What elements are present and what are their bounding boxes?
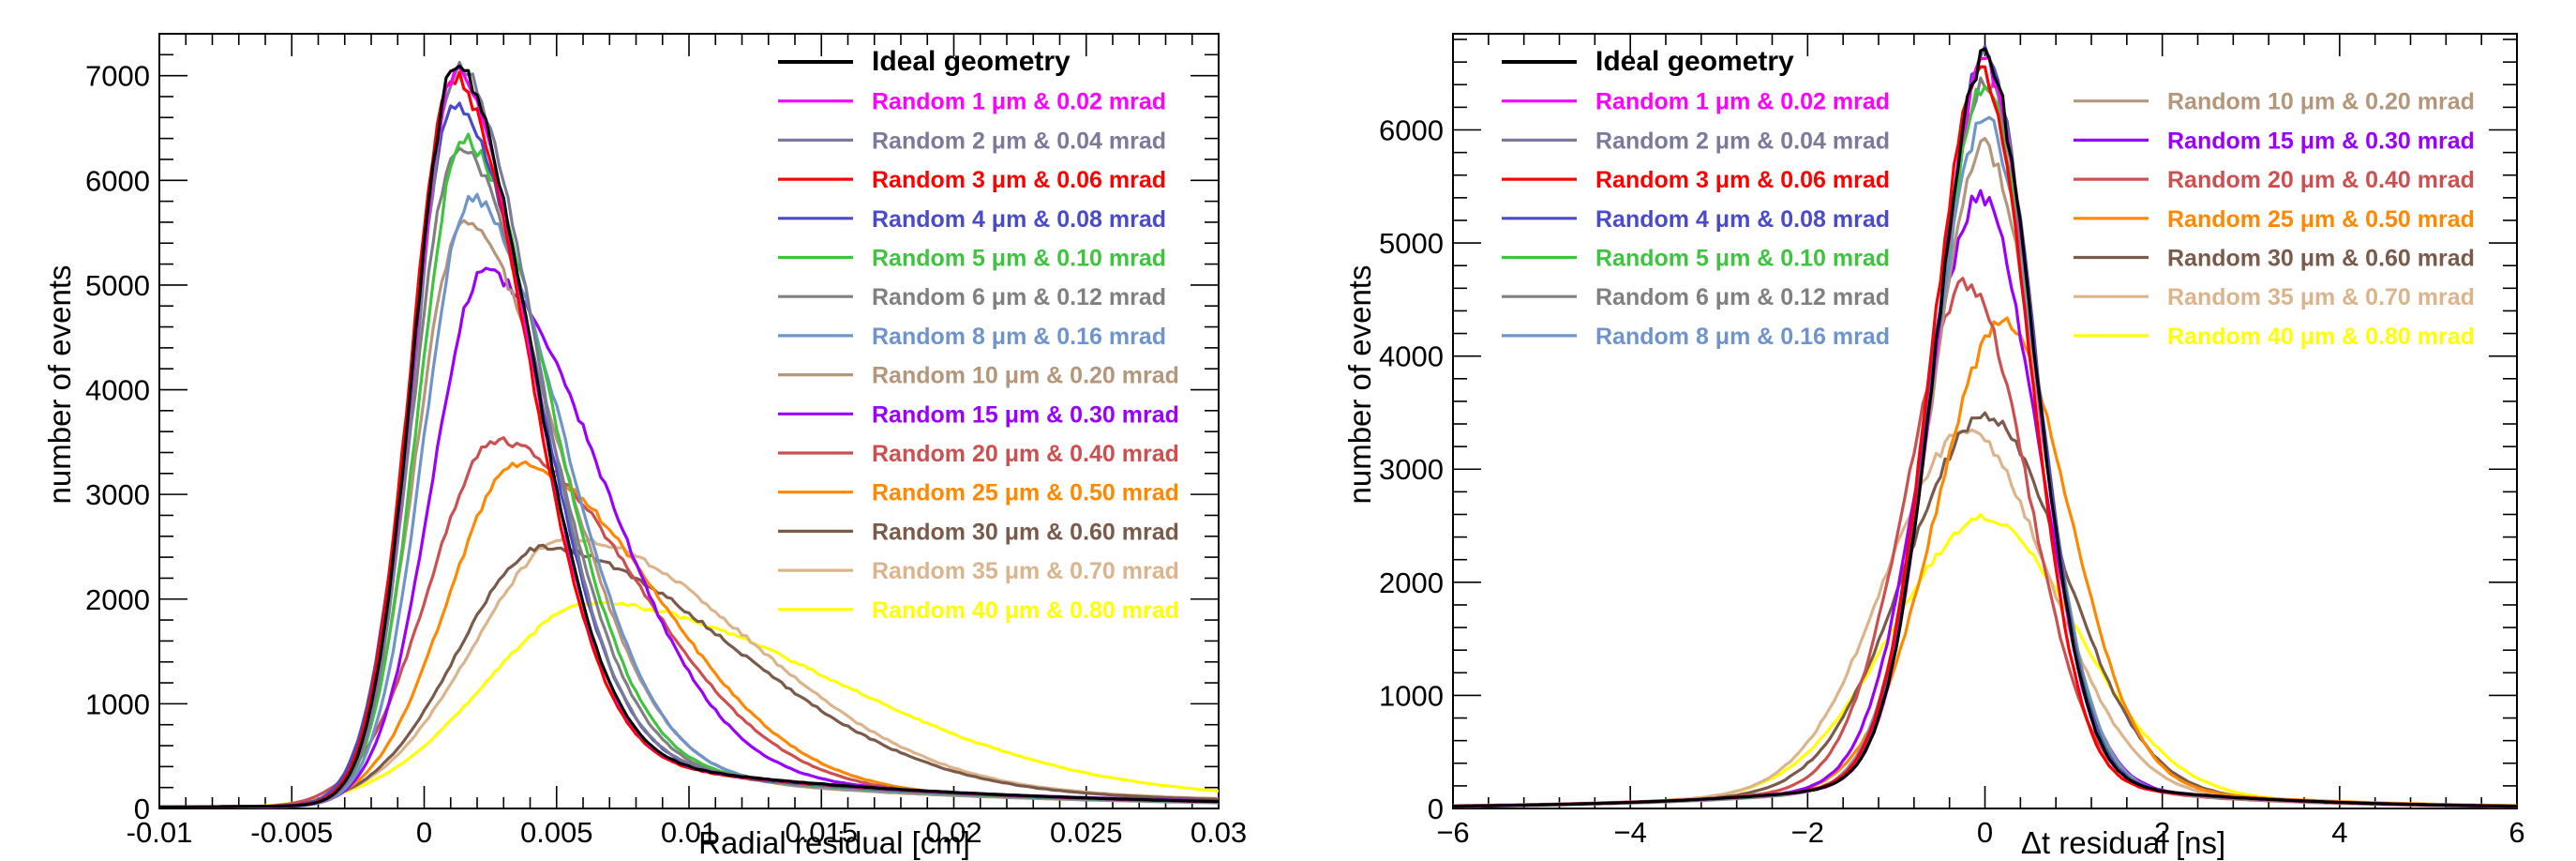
x-tick-label: −4: [1613, 816, 1646, 849]
y-tick-label: 3000: [1379, 453, 1444, 486]
legend-entry: Random 5 μm & 0.10 mrad: [1595, 246, 1890, 272]
y-tick-label: 1000: [85, 687, 150, 720]
x-tick-label: -0.005: [250, 816, 333, 849]
legend-entry: Random 40 μm & 0.80 mrad: [2167, 324, 2475, 350]
series-line: [1453, 428, 2517, 808]
legend-entry: Random 1 μm & 0.02 mrad: [1595, 89, 1890, 115]
series-line: [1453, 49, 2517, 808]
legend-entry: Random 25 μm & 0.50 mrad: [2167, 206, 2475, 233]
legend-entry: Random 8 μm & 0.16 mrad: [1595, 324, 1890, 350]
legend-entry: Random 15 μm & 0.30 mrad: [2167, 128, 2475, 154]
y-tick-label: 5000: [85, 269, 150, 302]
legend-entry: Random 4 μm & 0.08 mrad: [1595, 206, 1890, 233]
legend-entry: Random 2 μm & 0.04 mrad: [1595, 128, 1890, 154]
legend-entry: Random 15 μm & 0.30 mrad: [872, 401, 1179, 428]
x-axis-title: Δt residual [ns]: [2021, 825, 2225, 860]
y-tick-label: 0: [1428, 793, 1444, 825]
y-tick-label: 0: [134, 793, 150, 825]
series-line: [1453, 316, 2517, 808]
series-group: [1453, 44, 2517, 808]
series-group: [159, 60, 1219, 808]
y-tick-label: 6000: [85, 164, 150, 197]
x-tick-label: 0.03: [1191, 816, 1247, 849]
y-tick-label: 5000: [1379, 227, 1444, 260]
y-axis-title: number of events: [1342, 265, 1377, 505]
series-line: [1453, 44, 2517, 808]
series-line: [159, 64, 1219, 808]
series-line: [1453, 411, 2517, 808]
series-line: [1453, 189, 2517, 808]
legend-entry: Random 35 μm & 0.70 mrad: [2167, 284, 2475, 310]
legend-entry: Random 6 μm & 0.12 mrad: [872, 284, 1166, 310]
x-tick-label: 0: [1977, 816, 1993, 849]
y-tick-label: 1000: [1379, 679, 1444, 712]
x-tick-label: 0.025: [1050, 816, 1123, 849]
legend-entry: Random 20 μm & 0.40 mrad: [872, 441, 1179, 467]
x-tick-label: 0: [416, 816, 432, 849]
x-tick-label: 2: [2154, 816, 2170, 849]
legend-entry: Random 10 μm & 0.20 mrad: [2167, 89, 2475, 115]
legend-entry: Random 25 μm & 0.50 mrad: [872, 480, 1179, 506]
legend-entry: Ideal geometry: [1595, 46, 1794, 77]
y-tick-label: 4000: [85, 374, 150, 407]
y-tick-label: 6000: [1379, 113, 1444, 146]
y-tick-label: 7000: [85, 60, 150, 93]
legend-entry: Random 10 μm & 0.20 mrad: [872, 363, 1179, 389]
y-tick-label: 2000: [85, 583, 150, 616]
series-line: [1453, 47, 2517, 808]
series-line: [1453, 277, 2517, 808]
time-residual-chart: −6 −4 −2 0 2 4 6 0 1000 2000 3000 4000 5000 6000 Δt re…: [1342, 33, 2525, 860]
legend-entry: Random 1 μm & 0.02 mrad: [872, 89, 1166, 115]
x-tick-label: 0.01: [661, 816, 717, 849]
series-line: [1453, 84, 2517, 808]
y-tick-label: 4000: [1379, 340, 1444, 373]
legend-entry: Random 20 μm & 0.40 mrad: [2167, 167, 2475, 193]
series-line: [159, 132, 1219, 808]
series-line: [159, 599, 1219, 808]
legend-entry: Random 2 μm & 0.04 mrad: [872, 128, 1166, 154]
x-tick-label: 0.005: [520, 816, 593, 849]
legend-entry: Random 30 μm & 0.60 mrad: [872, 519, 1179, 545]
x-tick-label: 4: [2331, 816, 2347, 849]
y-axis-title: number of events: [42, 265, 77, 505]
legend-entry: Random 4 μm & 0.08 mrad: [872, 206, 1166, 233]
x-tick-label: −6: [1436, 816, 1469, 849]
legend-entry: Random 40 μm & 0.80 mrad: [872, 597, 1179, 624]
legend-entry: Random 5 μm & 0.10 mrad: [872, 246, 1166, 272]
legend-entry: Random 35 μm & 0.70 mrad: [872, 558, 1179, 584]
x-tick-label: -0.01: [127, 816, 193, 849]
radial-residual-chart: -0.01 -0.005 0 0.005 0.01 0.015 0.02 0.025 0.03 0…: [42, 33, 1247, 860]
series-line: [1453, 512, 2517, 808]
y-tick-label: 3000: [85, 478, 150, 511]
x-axis-title: Radial residual [cm]: [698, 825, 970, 860]
y-tick-label: 2000: [1379, 566, 1444, 599]
legend-entry: Random 3 μm & 0.06 mrad: [1595, 167, 1890, 193]
legend-entry: Random 6 μm & 0.12 mrad: [1595, 284, 1890, 310]
x-tick-label: −2: [1791, 816, 1824, 849]
x-tick-label: 0.015: [785, 816, 858, 849]
legend-entry: Random 8 μm & 0.16 mrad: [872, 324, 1166, 350]
x-tick-label: 6: [2509, 816, 2524, 849]
x-tick-label: 0.02: [925, 816, 981, 849]
legend-entry: Random 30 μm & 0.60 mrad: [2167, 246, 2475, 272]
legend-entry: Ideal geometry: [872, 46, 1071, 77]
legend-entry: Random 3 μm & 0.06 mrad: [872, 167, 1166, 193]
series-line: [1453, 137, 2517, 808]
